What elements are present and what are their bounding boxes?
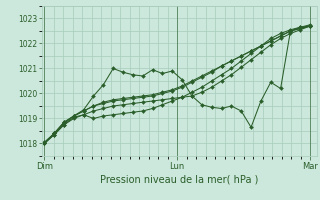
X-axis label: Pression niveau de la mer( hPa ): Pression niveau de la mer( hPa ) [100, 175, 258, 185]
